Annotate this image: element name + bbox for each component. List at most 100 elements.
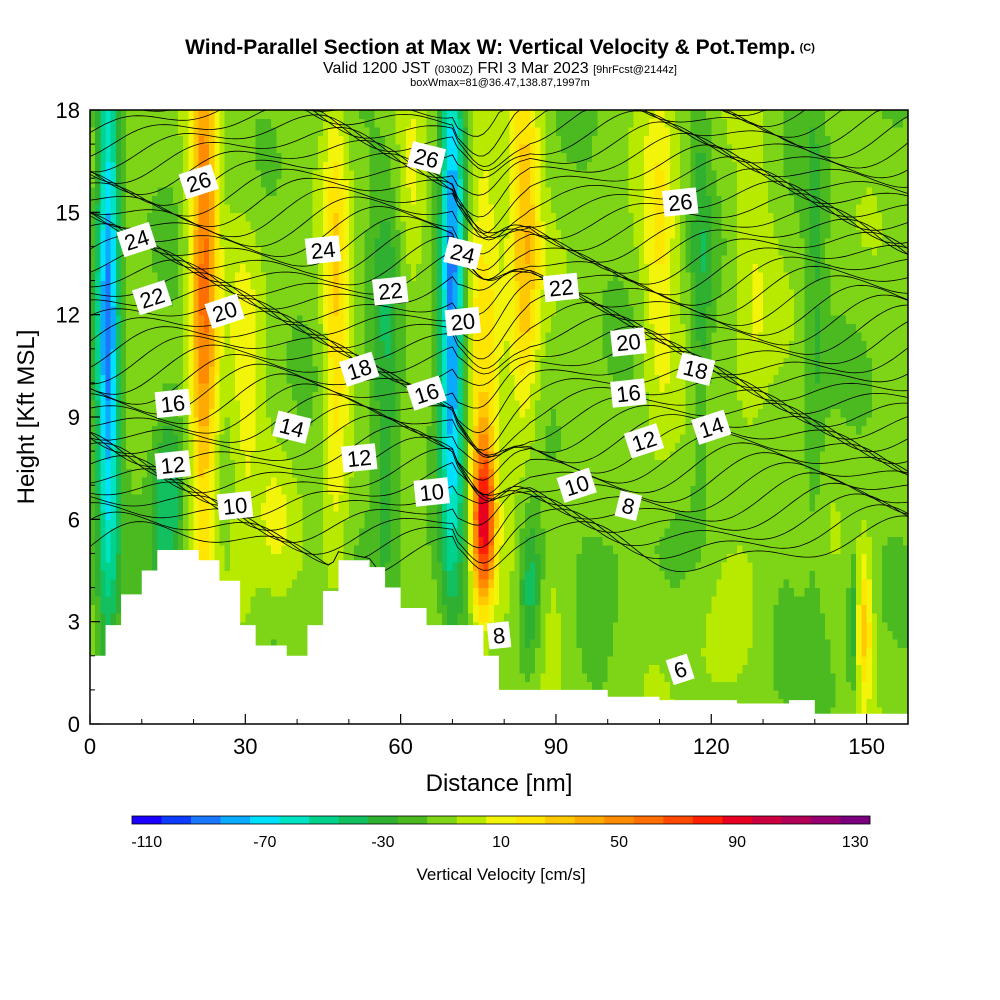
theta-contour-label-text: 24 [448, 239, 478, 269]
theta-contour [90, 110, 908, 157]
theta-contour-label: 10 [216, 490, 254, 521]
theta-contour [90, 504, 908, 566]
theta-contour [90, 404, 908, 465]
theta-contour-label: 8 [486, 621, 512, 650]
colorbar-tick-label: -70 [253, 834, 276, 851]
theta-contour [90, 235, 908, 296]
valid-time: Valid 1200 JST [322, 60, 431, 77]
colorbar-swatch [220, 816, 251, 824]
colorbar-swatch [279, 816, 310, 824]
theta-contour [90, 338, 908, 409]
theta-contour-label-text: 18 [681, 355, 711, 385]
theta-contour-label-text: 20 [449, 308, 476, 335]
x-tick-label: 150 [848, 734, 885, 759]
theta-contour [90, 350, 908, 434]
theta-contour-label: 16 [610, 378, 647, 408]
theta-contour [90, 325, 908, 386]
colorbar-swatch [810, 816, 841, 824]
theta-contour-label-text: 26 [411, 143, 441, 173]
x-tick-label: 120 [693, 734, 730, 759]
theta-contour-label: 10 [413, 477, 450, 507]
y-tick-label: 12 [56, 303, 80, 328]
chart-title-text: Wind-Parallel Section at Max W: Vertical… [185, 36, 796, 59]
theta-contour-label-text: 8 [619, 493, 637, 520]
theta-contour-label: 22 [542, 272, 580, 303]
theta-contour-label: 16 [154, 388, 192, 419]
colorbar-swatch [633, 816, 664, 824]
chart-title: Wind-Parallel Section at Max W: Vertical… [0, 36, 1000, 60]
theta-contour-label: 24 [443, 236, 483, 271]
theta-contour-label-text: 16 [615, 380, 642, 407]
colorbar-swatch [191, 816, 221, 824]
theta-contour [90, 121, 908, 196]
theta-contour-label-text: 10 [418, 479, 445, 506]
valid-date: FRI 3 Mar 2023 [477, 60, 589, 77]
y-tick-label: 15 [56, 200, 80, 225]
theta-contour-label: 6 [665, 653, 695, 686]
colorbar-tick-label: 50 [610, 834, 628, 851]
colorbar-swatch [368, 816, 398, 824]
forecast-info: [9hrFcst@2144z] [593, 64, 677, 76]
colorbar-tick-label: 10 [492, 834, 510, 851]
theta-contour-label: 20 [444, 306, 482, 337]
colorbar-swatch [486, 816, 517, 824]
colorbar-swatch [751, 816, 782, 824]
theta-contour [90, 180, 908, 240]
theta-contour-label-text: 12 [346, 445, 373, 472]
theta-contour-label: 20 [610, 327, 647, 357]
theta-contour-label: 22 [372, 276, 409, 306]
x-tick-label: 30 [233, 734, 257, 759]
theta-contour-label-text: 24 [310, 237, 337, 264]
theta-contour [90, 110, 908, 168]
colorbar-frame [131, 815, 871, 825]
y-axis-label: Height [Kft MSL] [13, 330, 40, 505]
colorbar-swatch [545, 816, 576, 824]
theta-contour-label-text: 10 [222, 492, 249, 519]
colorbar-tick-label: -110 [131, 834, 162, 851]
theta-contour-label: 24 [304, 235, 342, 265]
theta-contour [90, 110, 908, 179]
y-tick-label: 18 [56, 98, 80, 123]
theta-contour [90, 425, 908, 496]
theta-contour-label: 26 [661, 187, 699, 217]
theta-contour-label-text: 26 [667, 189, 694, 216]
theta-contour [90, 144, 908, 234]
colorbar-swatch [515, 816, 546, 824]
theta-contour-label: 12 [340, 443, 378, 473]
y-tick-label: 3 [68, 610, 80, 635]
colorbar-swatch [574, 816, 605, 824]
theta-contour-label-text: 22 [548, 274, 575, 301]
theta-contour [90, 133, 908, 218]
colorbar-swatch [309, 816, 339, 824]
y-tick-label: 0 [68, 712, 80, 737]
theta-contour-label: 12 [154, 450, 192, 480]
x-tick-label: 60 [388, 734, 412, 759]
x-tick-label: 90 [544, 734, 568, 759]
colorbar-swatch [604, 816, 635, 824]
theta-contour [90, 436, 908, 502]
colorbar-swatch [840, 816, 871, 824]
colorbar-swatch [161, 816, 192, 824]
theta-contour [90, 205, 908, 263]
y-tick-label: 6 [68, 507, 80, 532]
theta-contour-label: 26 [406, 141, 447, 175]
theta-contour-label: 18 [676, 352, 716, 386]
theta-contour [90, 247, 908, 306]
theta-contour [90, 223, 908, 285]
theta-contour-label: 14 [272, 410, 312, 444]
theta-contour [90, 373, 908, 459]
colorbar-swatch [338, 816, 369, 824]
theta-contour-label-text: 14 [277, 413, 307, 443]
theta-contour-label: 22 [131, 279, 173, 316]
theta-contour [90, 279, 908, 342]
valid-time-utc: (0300Z) [434, 64, 473, 76]
colorbar-swatch [132, 816, 162, 824]
colorbar-swatch [663, 816, 694, 824]
theta-contour [90, 363, 908, 451]
theta-contour [90, 414, 908, 481]
x-tick-label: 0 [84, 734, 96, 759]
colorbar-swatch [427, 816, 458, 824]
colorbar-swatch [722, 816, 753, 824]
